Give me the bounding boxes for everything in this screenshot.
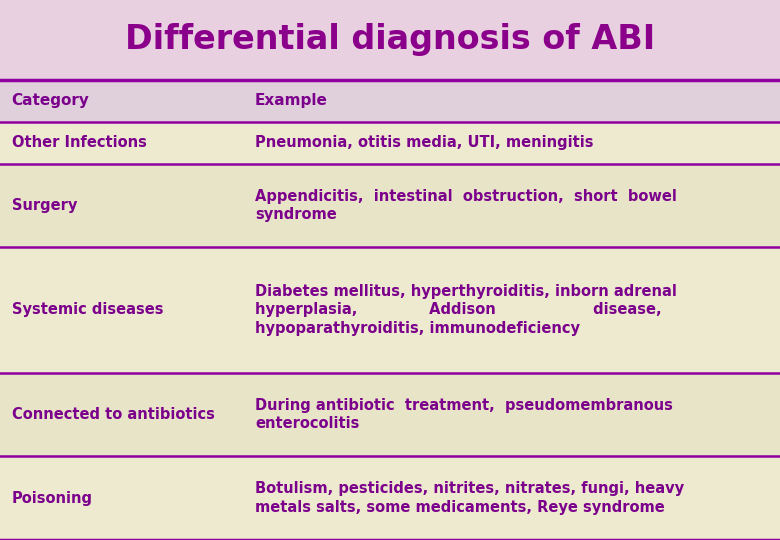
Bar (0, 164, 780, 247)
Bar (718, 173, 780, 259)
Text: Connected to antibiotics: Connected to antibiotics (12, 407, 214, 422)
Text: Pneumonia, otitis media, UTI, meningitis: Pneumonia, otitis media, UTI, meningitis (255, 135, 594, 150)
Bar (0, 281, 70, 389)
Bar (0, 122, 780, 164)
Bar (733, 437, 780, 502)
Text: Example: Example (255, 93, 328, 109)
Text: Systemic diseases: Systemic diseases (12, 302, 163, 318)
Bar (0, 0, 780, 80)
Bar (0, 173, 70, 259)
Text: Appendicitis,  intestinal  obstruction,  short  bowel
syndrome: Appendicitis, intestinal obstruction, sh… (255, 188, 677, 222)
Bar (725, 76, 780, 151)
Text: Differential diagnosis of ABI: Differential diagnosis of ABI (125, 23, 655, 57)
Text: Category: Category (12, 93, 90, 109)
Bar (0, 80, 780, 122)
Bar (0, 247, 780, 373)
Text: Poisoning: Poisoning (12, 491, 93, 505)
Bar (718, 281, 780, 389)
Text: During antibiotic  treatment,  pseudomembranous
enterocolitis: During antibiotic treatment, pseudomembr… (255, 398, 673, 431)
Bar (0, 76, 55, 151)
Bar (0, 437, 47, 502)
Text: Diabetes mellitus, hyperthyroiditis, inborn adrenal
hyperplasia,              Ad: Diabetes mellitus, hyperthyroiditis, inb… (255, 284, 677, 336)
Bar (0, 456, 780, 540)
Text: Botulism, pesticides, nitrites, nitrates, fungi, heavy
metals salts, some medica: Botulism, pesticides, nitrites, nitrates… (255, 481, 684, 515)
Text: Surgery: Surgery (12, 198, 77, 213)
Text: Other Infections: Other Infections (12, 135, 147, 150)
Bar (0, 373, 780, 456)
